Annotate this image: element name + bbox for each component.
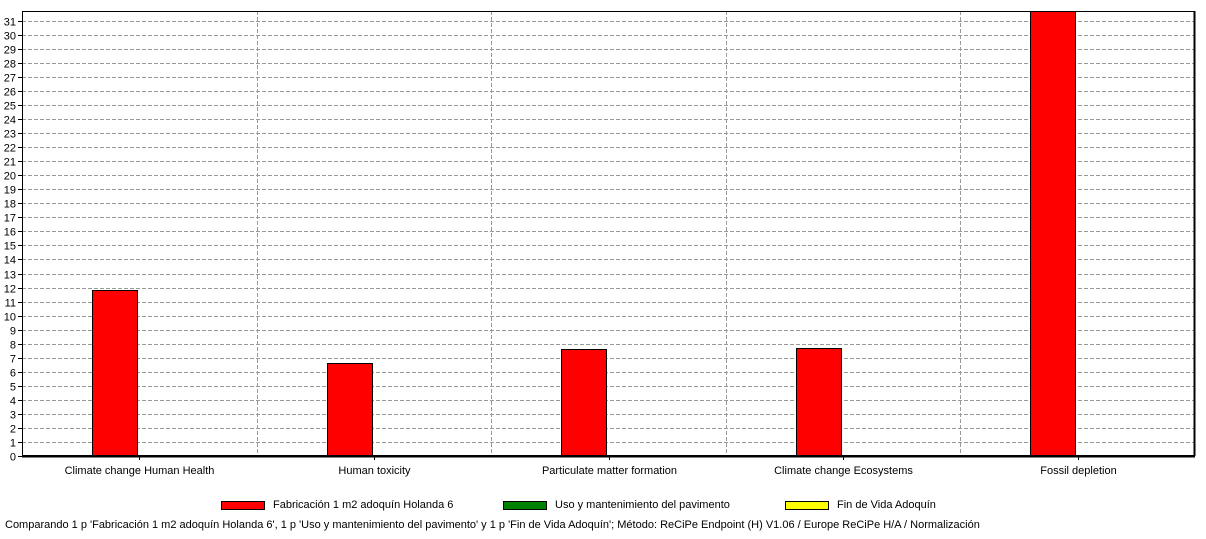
y-tick-label: 29 (4, 45, 16, 57)
legend-swatch (221, 500, 265, 510)
y-tick-label: 23 (4, 129, 16, 141)
x-tick-label: Human toxicity (338, 465, 411, 477)
y-tick-label: 10 (4, 312, 16, 324)
x-tick-label: Fossil depletion (1040, 465, 1116, 477)
y-tick-label: 11 (5, 298, 16, 310)
legend-label: Fin de Vida Adoquín (837, 499, 936, 511)
y-tick-label: 24 (4, 115, 16, 127)
caption: Comparando 1 p 'Fabricación 1 m2 adoquín… (5, 519, 980, 531)
y-tick-label: 6 (10, 368, 16, 380)
y-tick-label: 18 (4, 199, 16, 211)
y-tick-label: 5 (10, 382, 16, 394)
y-tick-label: 28 (4, 59, 16, 71)
legend-swatch (503, 500, 547, 510)
bar (796, 348, 842, 456)
y-tick-label: 8 (10, 340, 16, 352)
y-tick-label: 7 (10, 354, 16, 366)
y-tick-label: 20 (4, 171, 16, 183)
y-tick-label: 13 (4, 270, 16, 282)
legend-item: Uso y mantenimiento del pavimento (503, 497, 730, 513)
y-tick-label: 21 (4, 157, 16, 169)
bar (1030, 11, 1076, 456)
legend-item: Fin de Vida Adoquín (785, 497, 936, 513)
bar (92, 290, 138, 456)
y-tick-label: 14 (4, 255, 16, 267)
legend-label: Uso y mantenimiento del pavimento (555, 499, 730, 511)
y-tick-label: 19 (4, 185, 16, 197)
y-tick-label: 16 (4, 227, 16, 239)
y-tick-label: 4 (10, 396, 16, 408)
y-tick-label: 12 (4, 284, 16, 296)
y-tick-label: 17 (4, 213, 16, 225)
chart: 0123456789101112131415161718192021222324… (4, 11, 1196, 477)
plot-area (22, 11, 1195, 456)
y-tick-label: 15 (4, 241, 16, 253)
y-tick-label: 27 (4, 73, 16, 85)
y-tick-label: 22 (4, 143, 16, 155)
legend-label: Fabricación 1 m2 adoquín Holanda 6 (273, 499, 454, 511)
legend-item: Fabricación 1 m2 adoquín Holanda 6 (221, 497, 453, 513)
y-tick-label: 2 (10, 424, 16, 436)
x-tick-label: Climate change Ecosystems (774, 465, 913, 477)
y-tick-label: 25 (4, 101, 16, 113)
x-tick-label: Particulate matter formation (542, 465, 677, 477)
legend: Fabricación 1 m2 adoquín Holanda 6 Uso y… (0, 497, 1206, 513)
y-tick-label: 9 (10, 326, 16, 338)
y-tick-label: 3 (10, 410, 16, 422)
bar (327, 363, 373, 456)
y-tick-label: 31 (4, 17, 16, 29)
y-tick-label: 1 (10, 438, 16, 450)
y-tick-label: 30 (4, 31, 16, 43)
y-tick-label: 0 (10, 452, 16, 464)
legend-swatch (785, 500, 829, 510)
bar (561, 349, 607, 456)
y-tick-label: 26 (4, 87, 16, 99)
x-tick-label: Climate change Human Health (65, 465, 215, 477)
